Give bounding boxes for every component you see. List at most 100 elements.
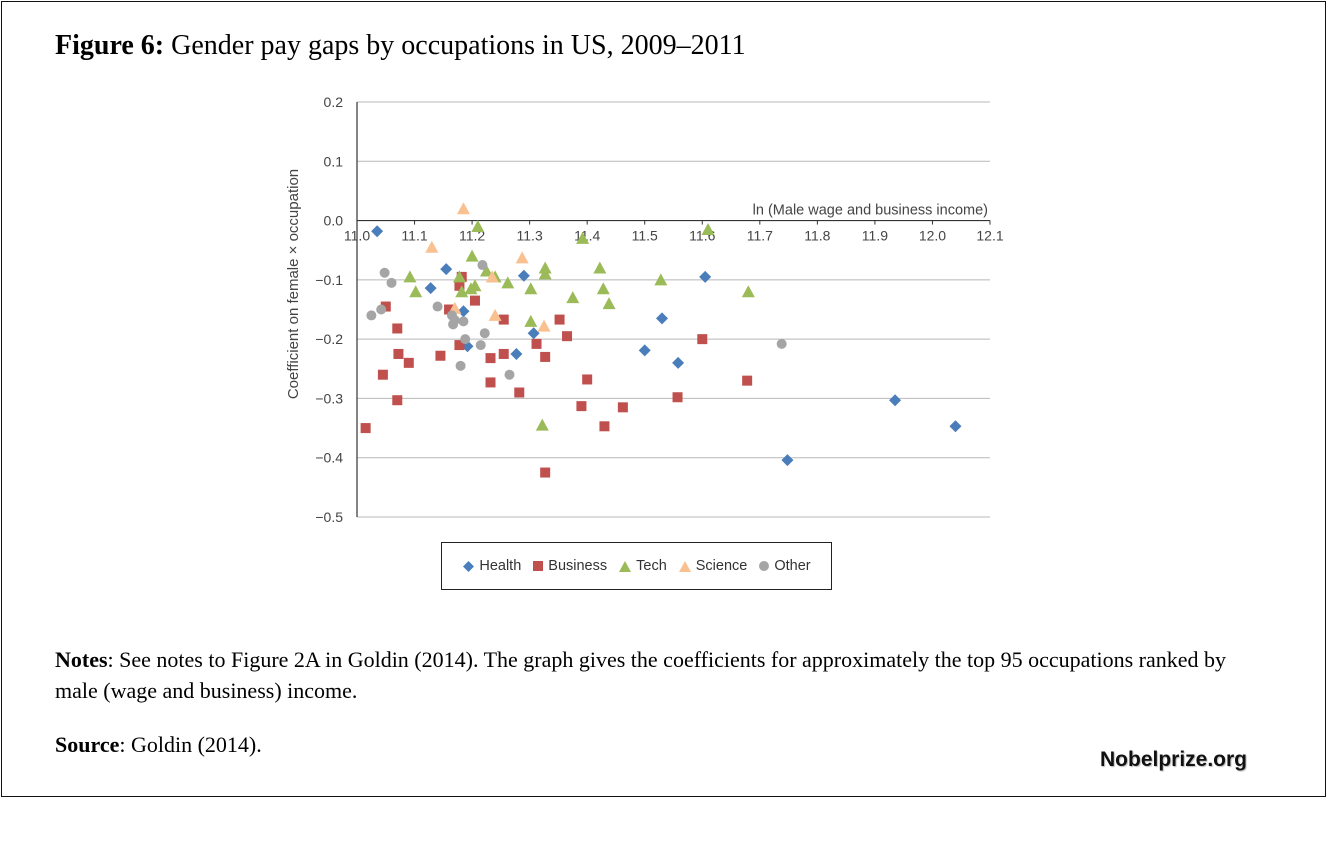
- legend-item-business: Business: [532, 558, 607, 574]
- point-tech: [701, 222, 715, 235]
- y-tick-label: −0.4: [315, 450, 343, 466]
- y-axis-label: Coefficient on female × occupation: [285, 169, 302, 399]
- point-business: [742, 375, 753, 386]
- circle-marker-icon: [759, 561, 770, 571]
- point-tech: [501, 276, 515, 289]
- y-tick-label: −0.5: [315, 509, 343, 525]
- figure-label: Figure 6:: [55, 30, 165, 61]
- x-axis-label: ln (Male wage and business income): [753, 203, 988, 219]
- point-tech: [468, 279, 482, 292]
- x-tick-label: 11.0: [344, 228, 370, 244]
- point-science: [488, 308, 502, 321]
- scatter-chart: 0.2 0.1 0.0 −0.1 −0.2 −0.3 −0.4 −0.5 11.0 11.1 11…: [285, 94, 1004, 525]
- legend-label-other: Other: [774, 558, 811, 574]
- point-business: [540, 351, 551, 362]
- point-tech: [465, 249, 479, 262]
- point-business: [444, 304, 455, 315]
- point-health: [440, 263, 453, 276]
- point-tech: [535, 418, 549, 431]
- point-health: [672, 356, 685, 369]
- x-tick-label: 12.0: [919, 228, 946, 244]
- y-tick-label: 0.2: [324, 94, 344, 110]
- point-tech: [409, 285, 423, 298]
- y-tick-label: −0.2: [315, 331, 343, 347]
- x-tick-label: 11.7: [747, 228, 773, 244]
- figure-title: Figure 6: Gender pay gaps by occupations…: [55, 30, 746, 62]
- y-tick-label: 0.0: [324, 213, 344, 229]
- notes-label: Notes: [55, 647, 108, 672]
- point-business: [498, 348, 509, 359]
- point-health: [699, 270, 712, 283]
- point-tech: [566, 291, 580, 304]
- point-science: [425, 240, 439, 253]
- point-other: [386, 277, 397, 288]
- point-business: [377, 369, 388, 380]
- point-business: [697, 334, 708, 345]
- point-tech: [602, 297, 616, 310]
- x-tick-label: 11.1: [401, 228, 427, 244]
- point-health: [638, 344, 651, 357]
- point-tech: [479, 264, 493, 277]
- point-other: [366, 310, 377, 321]
- x-tick-label: 12.1: [976, 228, 1003, 244]
- point-health: [424, 282, 437, 295]
- point-business: [498, 314, 509, 325]
- point-tech: [452, 270, 466, 283]
- legend-label-health: Health: [479, 558, 522, 574]
- legend-item-other: Other: [758, 558, 811, 574]
- point-science: [515, 251, 529, 264]
- point-other: [477, 260, 488, 271]
- point-business: [514, 387, 525, 398]
- point-business: [392, 395, 403, 406]
- point-tech: [524, 314, 538, 327]
- point-health: [457, 305, 470, 318]
- point-health: [510, 347, 523, 360]
- point-health: [371, 225, 384, 238]
- point-health: [527, 327, 540, 340]
- x-tick-label: 11.8: [804, 228, 830, 244]
- legend-label-business: Business: [548, 558, 608, 574]
- figure-notes: Notes: See notes to Figure 2A in Goldin …: [55, 644, 1270, 706]
- point-health: [655, 312, 668, 325]
- point-science: [537, 319, 551, 332]
- triangle-marker-icon: [619, 560, 632, 572]
- chart-legend: Health Business Tech Science Other: [441, 542, 832, 590]
- point-tech: [654, 273, 668, 286]
- y-tick-label: −0.1: [315, 272, 343, 288]
- data-points: [360, 202, 962, 478]
- point-tech: [593, 261, 607, 274]
- point-health: [781, 454, 794, 467]
- point-business: [599, 421, 610, 432]
- point-other: [479, 328, 490, 339]
- figure-source: Source: Goldin (2014).: [55, 732, 262, 758]
- point-business: [582, 374, 593, 385]
- point-other: [379, 267, 390, 278]
- point-business: [485, 377, 496, 388]
- point-science: [485, 270, 499, 283]
- point-business: [562, 331, 573, 342]
- source-text: : Goldin (2014).: [119, 732, 262, 757]
- legend-label-science: Science: [695, 558, 748, 574]
- point-business: [360, 423, 371, 434]
- point-business: [554, 314, 565, 325]
- point-business: [672, 392, 683, 403]
- y-tick-label: 0.1: [324, 153, 344, 169]
- triangle-marker-icon: [678, 560, 691, 572]
- point-business: [392, 323, 403, 334]
- point-other: [449, 315, 460, 326]
- y-tick-labels: 0.2 0.1 0.0 −0.1 −0.2 −0.3 −0.4 −0.5: [315, 94, 343, 525]
- point-business: [485, 353, 496, 364]
- point-health: [889, 394, 902, 407]
- point-other: [455, 360, 466, 371]
- point-other: [475, 340, 486, 351]
- point-business: [403, 357, 414, 368]
- point-business: [576, 401, 587, 412]
- point-health: [517, 269, 530, 282]
- point-business: [540, 467, 551, 478]
- point-tech: [741, 285, 755, 298]
- figure-frame: [1, 1, 1326, 797]
- x-tick-label: 11.9: [862, 228, 888, 244]
- point-business: [469, 295, 480, 306]
- x-tick-label: 11.5: [632, 228, 658, 244]
- point-business: [454, 340, 465, 351]
